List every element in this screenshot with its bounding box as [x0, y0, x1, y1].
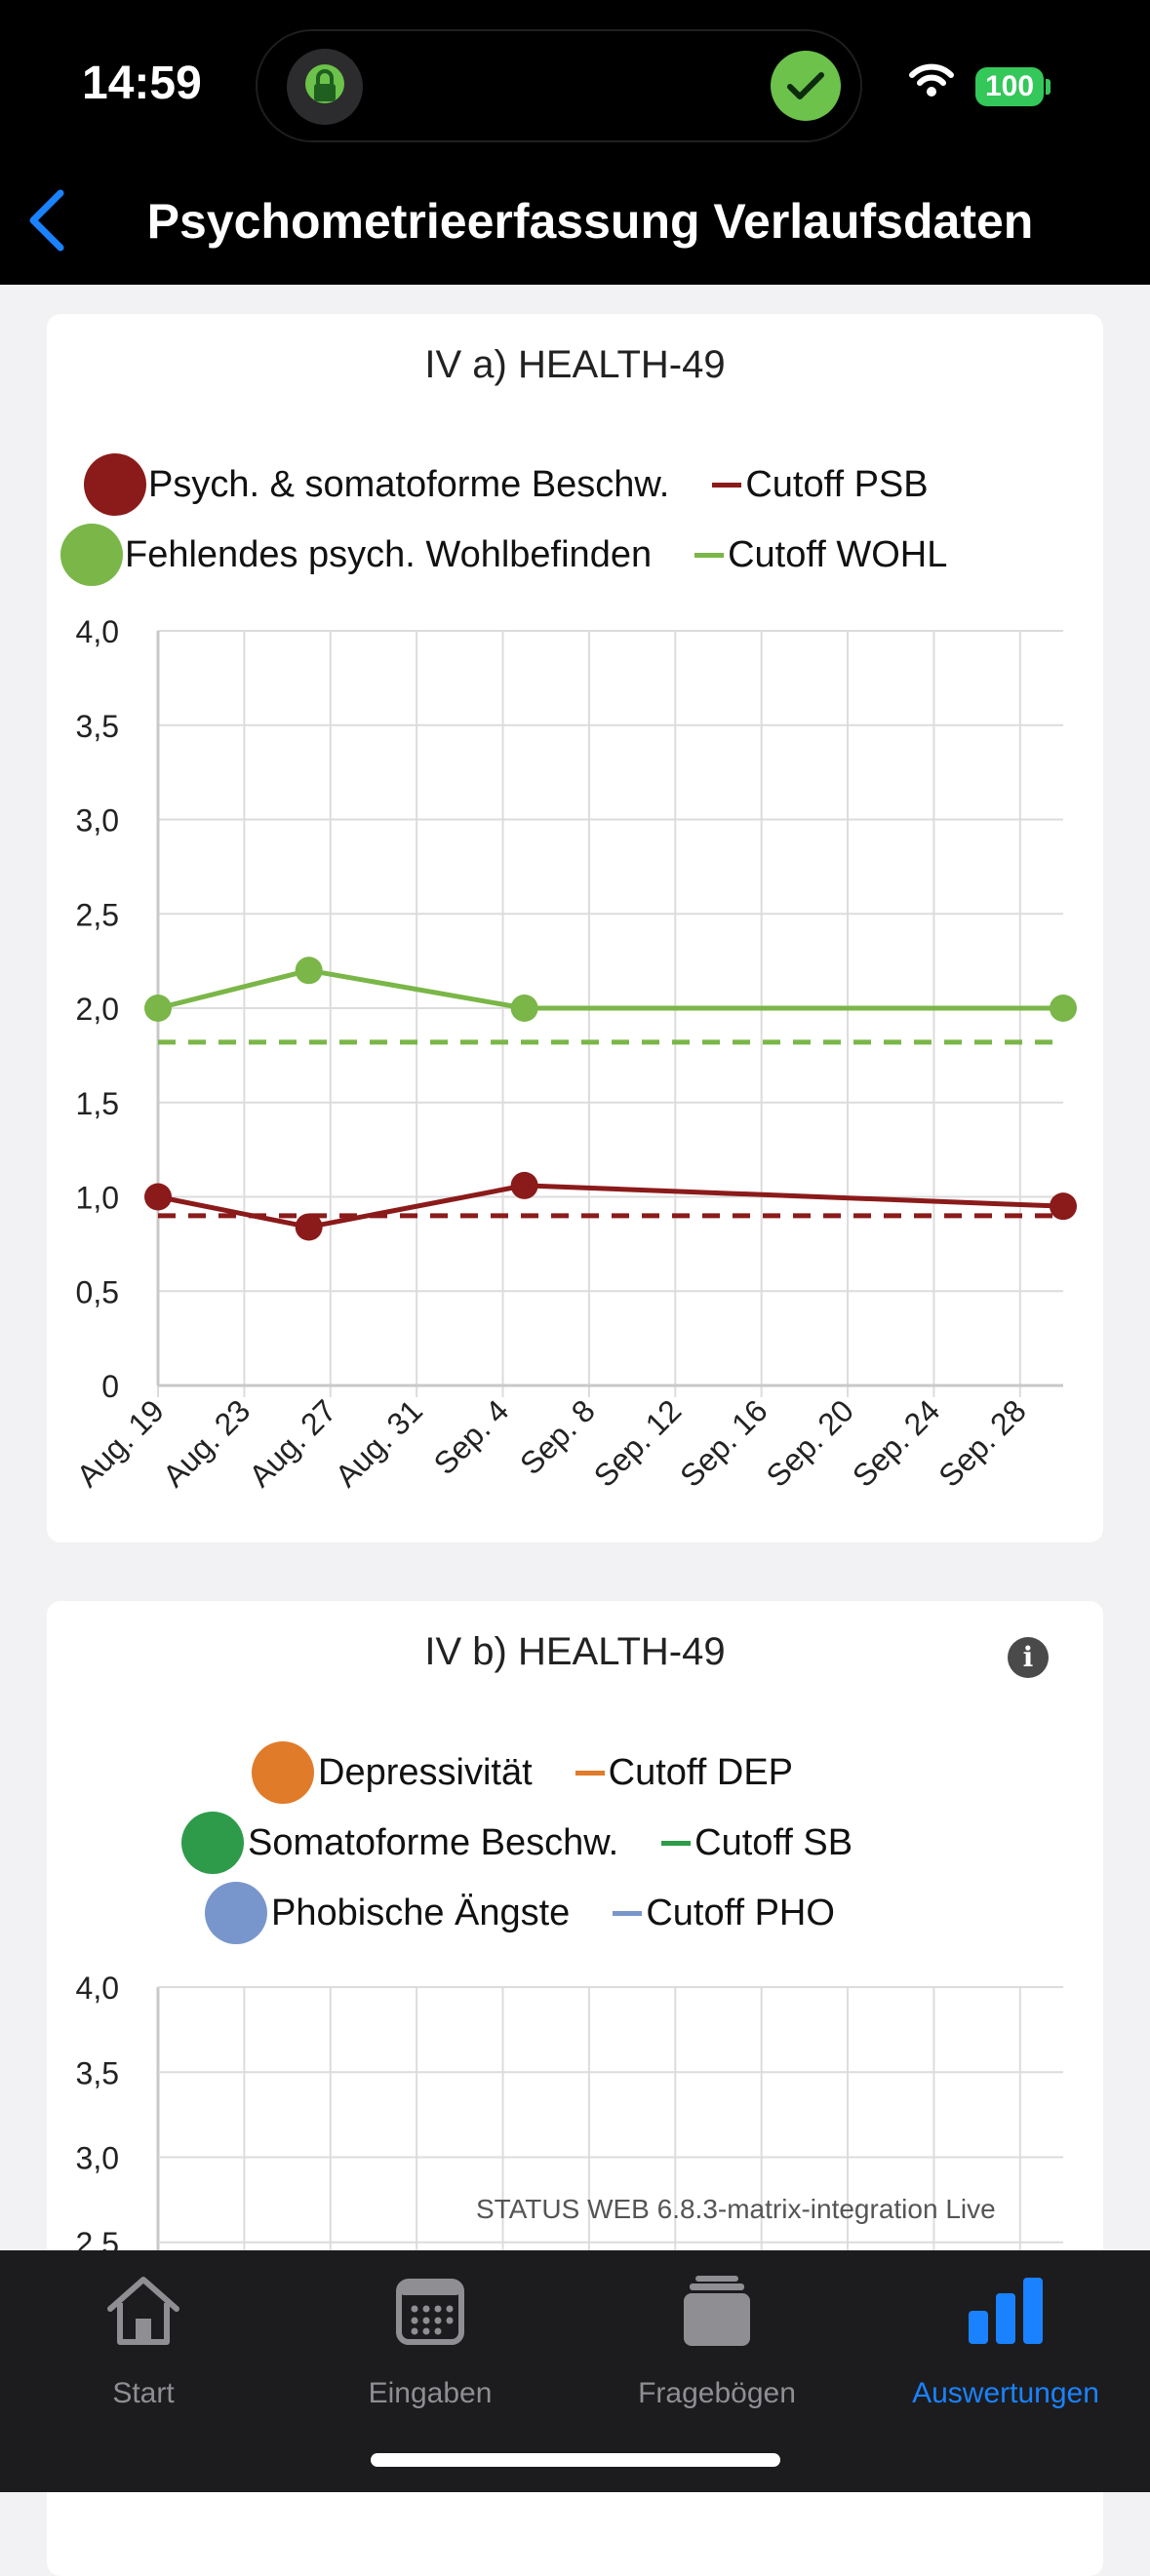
data-point [510, 1171, 538, 1199]
legend-dash-icon [694, 552, 725, 558]
legend-row: Phobische Ängste Cutoff PHO [205, 1882, 835, 1944]
series-line [157, 967, 1063, 1011]
chart-title: IV a) HEALTH-49 [424, 343, 726, 386]
data-point [1050, 995, 1077, 1022]
legend-row: Somatoforme Beschw. Cutoff SB [181, 1812, 853, 1874]
legend-dash-icon [575, 1770, 605, 1776]
chart-title: IV b) HEALTH-49 [424, 1630, 726, 1673]
y-tick-label: 0 [101, 1369, 119, 1404]
y-tick-label: 4,0 [76, 1971, 119, 2006]
tab-label: Start [112, 2377, 175, 2409]
legend-row: Psych. & somatoforme Beschw. Cutoff PSB [84, 453, 929, 516]
legend-label: Depressivität [318, 1751, 533, 1793]
stack-icon [678, 2272, 756, 2355]
home-icon [104, 2272, 182, 2355]
y-tick-label: 3,5 [76, 709, 119, 744]
tab-start[interactable]: Start [0, 2268, 287, 2424]
y-tick-label: 2,5 [76, 2226, 119, 2252]
y-tick-label: 4,0 [76, 614, 119, 649]
vpn-lock-icon [287, 49, 363, 125]
legend-label: Cutoff WOHL [728, 533, 948, 575]
battery-indicator: 100 [975, 67, 1044, 106]
data-point [144, 995, 172, 1022]
tab-eingaben[interactable]: Eingaben [287, 2268, 574, 2424]
legend-label: Psych. & somatoforme Beschw. [148, 463, 670, 505]
chart-card-health49-a: IV a) HEALTH-49 Psych. & somatoforme Bes… [47, 314, 1103, 1542]
legend-dash-icon [661, 1840, 692, 1846]
status-time: 14:59 [82, 58, 202, 109]
legend-dot-icon [60, 524, 123, 586]
back-chevron-icon[interactable] [20, 185, 78, 254]
line-chart-health49-b: 2,5 3,0 3,5 4,0 [76, 1971, 1063, 2252]
data-point [1050, 1192, 1077, 1221]
legend-label: Cutoff DEP [608, 1751, 794, 1793]
wifi-icon [907, 60, 956, 104]
y-tick-label: 1,5 [76, 1086, 119, 1121]
legend-label: Cutoff PHO [646, 1892, 835, 1933]
data-point [295, 1213, 323, 1241]
tab-auswertungen[interactable]: Auswertungen [862, 2268, 1149, 2424]
battery-tip [1046, 79, 1051, 95]
info-icon[interactable]: i [1008, 1637, 1049, 1678]
y-tick-label: 2,0 [76, 992, 119, 1027]
tab-label: Eingaben [368, 2377, 493, 2409]
y-tick-label: 2,5 [76, 897, 119, 932]
home-indicator [371, 2453, 780, 2467]
y-tick-label: 0,5 [76, 1274, 119, 1309]
legend-label: Phobische Ängste [271, 1892, 571, 1933]
legend-row: Fehlendes psych. Wohlbefinden Cutoff WOH… [60, 524, 947, 586]
legend-label: Fehlendes psych. Wohlbefinden [125, 533, 653, 575]
legend-dash-icon [613, 1910, 643, 1916]
y-tick-label: 3,5 [76, 2055, 119, 2090]
legend-dot-icon [205, 1882, 267, 1944]
tab-label: Auswertungen [912, 2377, 1099, 2409]
y-tick-label: 1,0 [76, 1181, 119, 1216]
y-tick-label: 3,0 [76, 2141, 119, 2176]
tab-bar: Start Eingaben Fragebögen [0, 2250, 1150, 2492]
legend-dot-icon [84, 453, 146, 516]
dynamic-island [256, 29, 862, 142]
legend-label: Somatoforme Beschw. [248, 1821, 619, 1863]
legend-dot-icon [181, 1812, 244, 1874]
legend-dash-icon [712, 482, 742, 488]
data-point [144, 1183, 172, 1211]
legend-label: Cutoff SB [694, 1821, 853, 1863]
tab-frageboegen[interactable]: Fragebögen [574, 2268, 860, 2424]
page-title: Psychometrieerfassung Verlaufsdaten [146, 194, 1034, 249]
legend-label: Cutoff PSB [745, 463, 929, 505]
bar-chart-icon [967, 2272, 1045, 2355]
tab-label: Fragebögen [638, 2377, 796, 2409]
data-point [295, 956, 323, 985]
legend-dot-icon [252, 1741, 314, 1804]
y-tick-label: 3,0 [76, 803, 119, 839]
series-line [157, 1183, 1064, 1229]
calendar-icon [391, 2272, 469, 2355]
legend-row: Depressivität Cutoff DEP [252, 1741, 793, 1804]
checkmark-icon [771, 51, 841, 121]
data-point [510, 995, 538, 1022]
version-label: STATUS WEB 6.8.3-matrix-integration Live [476, 2194, 996, 2224]
